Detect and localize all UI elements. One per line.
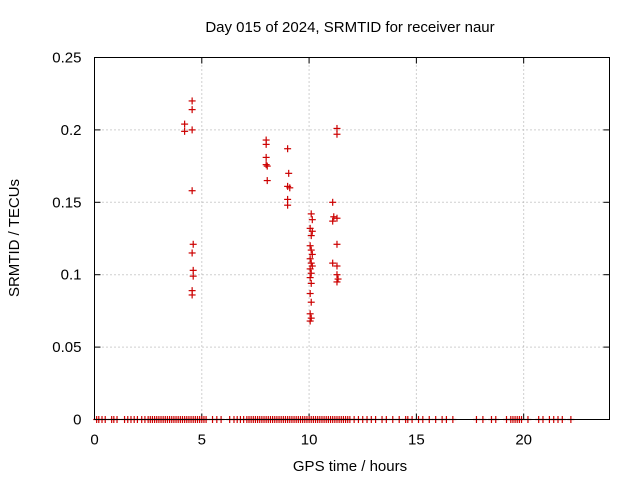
grid-lines (94, 57, 610, 420)
data-point (188, 187, 196, 195)
data-point (189, 240, 197, 248)
x-tick-label: 15 (408, 432, 425, 449)
data-point (188, 126, 196, 134)
data-point (307, 298, 315, 306)
data-point (306, 255, 314, 263)
data-point (306, 274, 314, 282)
data-markers (93, 97, 575, 423)
data-point (333, 240, 341, 248)
data-point (329, 198, 337, 206)
data-point (333, 278, 341, 286)
y-tick-label: 0.2 (61, 122, 82, 139)
data-point (333, 271, 341, 279)
data-point (307, 232, 315, 240)
data-point (262, 153, 270, 161)
data-point (306, 310, 314, 318)
data-point (329, 259, 337, 267)
data-point (329, 217, 337, 225)
data-point (284, 201, 292, 209)
data-point (284, 145, 292, 153)
data-point (330, 213, 338, 221)
data-point (306, 317, 314, 325)
data-point (263, 162, 271, 170)
data-point (286, 184, 294, 192)
y-tick-label: 0.25 (52, 50, 81, 67)
data-point (189, 272, 197, 280)
tick-labels: 0 0.05 0.1 0.15 0.2 0.25 0 5 10 15 20 (52, 50, 532, 449)
y-tick-label: 0 (73, 412, 81, 429)
chart-title: Day 015 of 2024, SRMTID for receiver nau… (205, 19, 494, 36)
data-point (262, 140, 270, 148)
y-tick-label: 0.05 (52, 339, 81, 356)
data-point (308, 216, 316, 224)
data-point (306, 265, 314, 273)
data-point (181, 120, 189, 128)
axis-ticks (94, 57, 610, 420)
y-axis-label: SRMTID / TECUs (6, 179, 23, 297)
x-tick-label: 5 (198, 432, 206, 449)
x-tick-label: 20 (515, 432, 532, 449)
data-point (263, 177, 271, 185)
plot-frame (94, 57, 610, 420)
data-point (188, 291, 196, 299)
data-point (307, 269, 315, 277)
data-point (333, 214, 341, 222)
data-point (333, 262, 341, 270)
y-tick-label: 0.15 (52, 194, 81, 211)
x-axis-label: GPS time / hours (293, 458, 407, 475)
x-tick-label: 10 (301, 432, 318, 449)
data-point (307, 279, 315, 287)
data-point (307, 210, 315, 218)
data-point (307, 246, 315, 254)
x-tick-label: 0 (90, 432, 98, 449)
data-point (306, 242, 314, 250)
y-tick-label: 0.1 (61, 267, 82, 284)
data-point (262, 161, 270, 169)
data-point (306, 290, 314, 298)
data-point (188, 97, 196, 105)
data-point (188, 106, 196, 114)
data-point (285, 169, 293, 177)
data-point (308, 227, 316, 235)
data-point (333, 130, 341, 138)
data-point (188, 249, 196, 257)
data-point (181, 127, 189, 135)
data-point (308, 250, 316, 258)
